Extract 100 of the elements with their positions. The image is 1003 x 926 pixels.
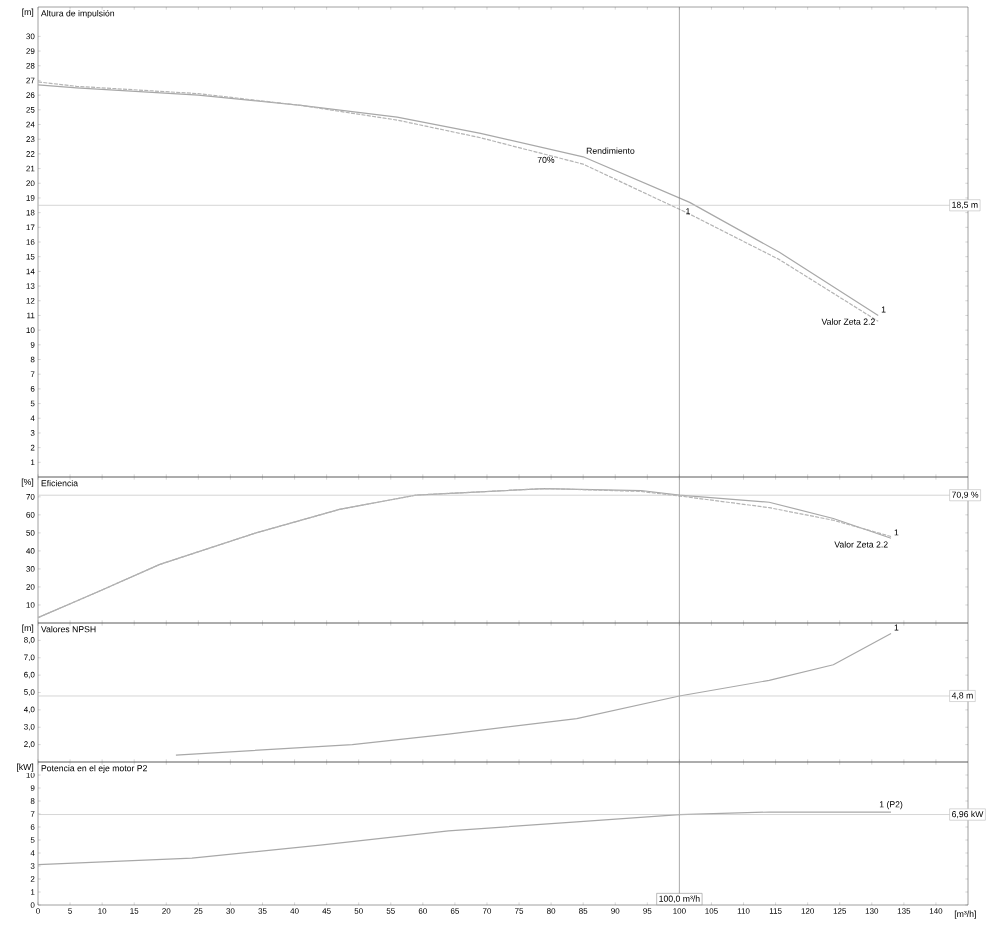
line-series	[37, 811, 892, 866]
y-tick-label: 70	[26, 494, 35, 500]
y-tick-label: 6	[30, 824, 35, 830]
y-tick-label: 5	[30, 837, 35, 843]
y-axis-title: [m]	[22, 8, 34, 17]
y-tick-label: 17	[26, 224, 35, 231]
y-tick-label: 2	[30, 876, 35, 882]
y-tick-label: 7	[30, 371, 35, 377]
y-tick-label: 20	[26, 584, 35, 590]
y-tick-label: 60	[26, 512, 35, 518]
y-tick-label: 8	[30, 798, 35, 804]
y-tick-label: 7	[30, 811, 35, 817]
annotation: 1	[894, 529, 899, 536]
y-axis-title: [m]	[22, 624, 34, 633]
x-tick-label: 15	[130, 908, 139, 914]
y-tick-label: 50	[26, 530, 35, 536]
y-tick-label: 18	[26, 209, 35, 216]
y-tick-label: 6,0	[24, 671, 35, 679]
ref-line-label: 100,0 m³/h	[659, 895, 700, 903]
y-tick-label: 19	[26, 195, 35, 201]
y-tick-label: 8	[30, 356, 35, 363]
x-tick-label: 0	[36, 908, 40, 914]
x-tick-label: 60	[418, 908, 427, 914]
y-tick-label: 10	[26, 327, 35, 333]
x-tick-label: 75	[515, 908, 524, 914]
x-tick-label: 125	[833, 908, 847, 914]
annotation: Valor Zeta 2.2	[821, 318, 875, 325]
chart-title: Altura de impulsión	[40, 9, 115, 19]
y-tick-label: 4,0	[23, 706, 35, 714]
x-tick-label: 130	[865, 908, 879, 914]
x-tick-label: 85	[579, 908, 588, 914]
x-tick-label: 5	[68, 908, 72, 914]
y-tick-label: 20	[26, 180, 35, 187]
y-tick-label: 40	[26, 548, 35, 554]
annotation: 70%	[537, 156, 555, 163]
chart-title: Valores NPSH	[40, 625, 96, 633]
annotation: 1	[894, 624, 899, 631]
y-tick-label: 5	[30, 400, 35, 407]
ref-line-label: 70,9 %	[952, 491, 979, 499]
ref-line-label: 18,5 m	[952, 201, 978, 209]
x-tick-label: 65	[450, 908, 460, 914]
x-tick-label: 35	[258, 908, 267, 914]
y-tick-label: 15	[26, 253, 35, 260]
y-tick-label: 9	[30, 785, 35, 791]
y-tick-label: 1	[31, 889, 35, 895]
x-tick-label: 70	[482, 908, 492, 914]
x-tick-label: 105	[705, 908, 718, 914]
y-tick-label: 22	[26, 151, 35, 157]
y-tick-label: 3,0	[24, 723, 35, 731]
y-tick-label: 2,0	[24, 741, 35, 748]
y-tick-label: 1	[31, 459, 35, 466]
y-tick-label: 14	[26, 268, 35, 275]
y-tick-label: 13	[26, 283, 35, 289]
y-tick-label: 24	[26, 121, 35, 128]
x-tick-label: 115	[769, 908, 782, 914]
y-tick-label: 5,0	[24, 689, 35, 696]
line-series	[175, 632, 892, 756]
annotation: 1	[686, 208, 690, 215]
annotation: Valor Zeta 2.2	[834, 541, 888, 548]
y-tick-label: 25	[26, 106, 35, 113]
x-tick-label: 40	[290, 908, 299, 914]
x-tick-label: 135	[897, 908, 911, 914]
x-axis-title: [m³/h]	[954, 910, 976, 919]
y-tick-label: 4	[30, 850, 35, 856]
annotation: 1	[881, 306, 886, 313]
ref-line-label: 6,96 kW	[952, 810, 984, 819]
y-tick-label: 29	[26, 48, 35, 54]
x-tick-label: 20	[162, 908, 171, 914]
y-tick-label: 10	[26, 602, 35, 608]
annotation: Rendimiento	[586, 147, 635, 154]
x-tick-label: 25	[194, 908, 203, 914]
x-tick-label: 30	[226, 908, 235, 914]
x-tick-label: 55	[386, 908, 395, 914]
y-tick-label: 11	[27, 312, 35, 319]
y-tick-label: 26	[26, 92, 35, 98]
ref-line-label: 4,8 m	[951, 692, 973, 700]
y-tick-label: 9	[30, 341, 35, 348]
y-tick-label: 28	[26, 62, 35, 69]
y-axis-title: [kW]	[17, 763, 34, 772]
x-tick-label: 100	[673, 908, 686, 914]
annotation: 1 (P2)	[879, 801, 903, 810]
y-tick-label: 6	[30, 386, 35, 392]
y-tick-label: 16	[26, 239, 35, 245]
chart-title: Eficiencia	[41, 479, 79, 487]
y-tick-label: 21	[26, 165, 35, 172]
y-tick-label: 30	[26, 566, 35, 572]
y-axis-title: [%]	[21, 478, 34, 487]
y-tick-label: 30	[26, 33, 35, 40]
chart-title: Potencia en el eje motor P2	[41, 764, 147, 774]
y-tick-label: 27	[26, 77, 35, 84]
x-tick-label: 90	[611, 908, 620, 914]
y-tick-label: 12	[26, 297, 35, 304]
y-tick-label: 3	[30, 430, 35, 436]
x-tick-label: 95	[643, 908, 652, 914]
x-tick-label: 120	[801, 908, 815, 914]
y-tick-label: 0	[30, 902, 35, 908]
x-tick-label: 45	[322, 908, 331, 914]
y-tick-label: 2	[30, 444, 35, 451]
y-tick-label: 23	[26, 136, 35, 143]
y-tick-label: 4	[30, 415, 35, 422]
